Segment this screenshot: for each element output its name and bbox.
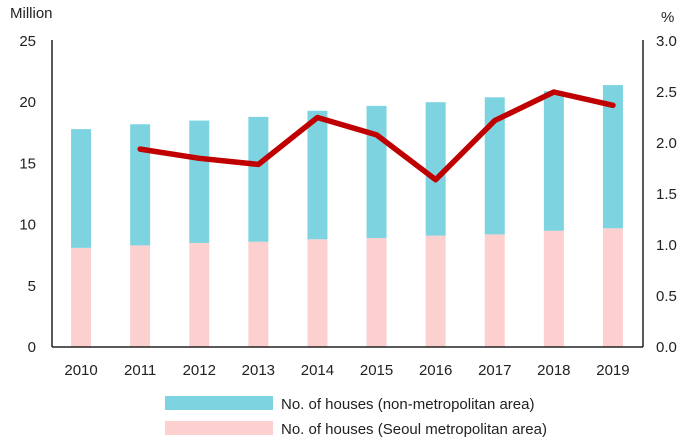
right-tick-label: 0.0 [656,339,677,356]
right-tick-label: 0.5 [656,288,677,305]
x-tick-label: 2016 [419,362,452,379]
bar-non-metro [544,91,564,231]
bar-non-metro [130,124,150,245]
x-tick-label: 2014 [301,362,334,379]
right-tick-label: 2.0 [656,135,677,152]
left-tick-label: 20 [19,94,36,111]
left-tick-label: 15 [19,155,36,172]
bar-seoul-metro [307,239,327,347]
legend-label: No. of houses (non-metropolitan area) [281,396,534,413]
x-tick-label: 2010 [64,362,97,379]
x-tick-label: 2012 [183,362,216,379]
right-tick-label: 1.5 [656,186,677,203]
bar-seoul-metro [485,234,505,347]
legend-swatch [165,396,273,410]
right-tick-label: 3.0 [656,33,677,50]
right-axis-label: % [661,9,674,26]
left-tick-label: 5 [28,278,36,295]
right-tick-label: 1.0 [656,237,677,254]
x-tick-label: 2018 [537,362,570,379]
bar-seoul-metro [544,231,564,347]
bar-seoul-metro [367,238,387,347]
left-axis-label: Million [10,5,53,22]
bar-non-metro [248,117,268,242]
legend-swatch [165,421,273,435]
bar-non-metro [307,111,327,240]
x-tick-label: 2013 [242,362,275,379]
right-tick-label: 2.5 [656,84,677,101]
bar-non-metro [71,129,91,248]
bar-seoul-metro [130,245,150,347]
bar-seoul-metro [603,228,623,347]
left-tick-label: 10 [19,217,36,234]
bar-non-metro [189,121,209,243]
left-tick-label: 25 [19,33,36,50]
legend-label: No. of houses (Seoul metropolitan area) [281,421,547,438]
x-tick-label: 2011 [124,362,156,379]
bar-seoul-metro [189,243,209,347]
bar-non-metro [367,106,387,238]
bar-seoul-metro [248,242,268,347]
x-tick-label: 2019 [596,362,629,379]
x-tick-label: 2017 [478,362,511,379]
x-tick-label: 2015 [360,362,393,379]
bar-seoul-metro [426,236,446,347]
left-tick-label: 0 [28,339,36,356]
bar-seoul-metro [71,248,91,347]
